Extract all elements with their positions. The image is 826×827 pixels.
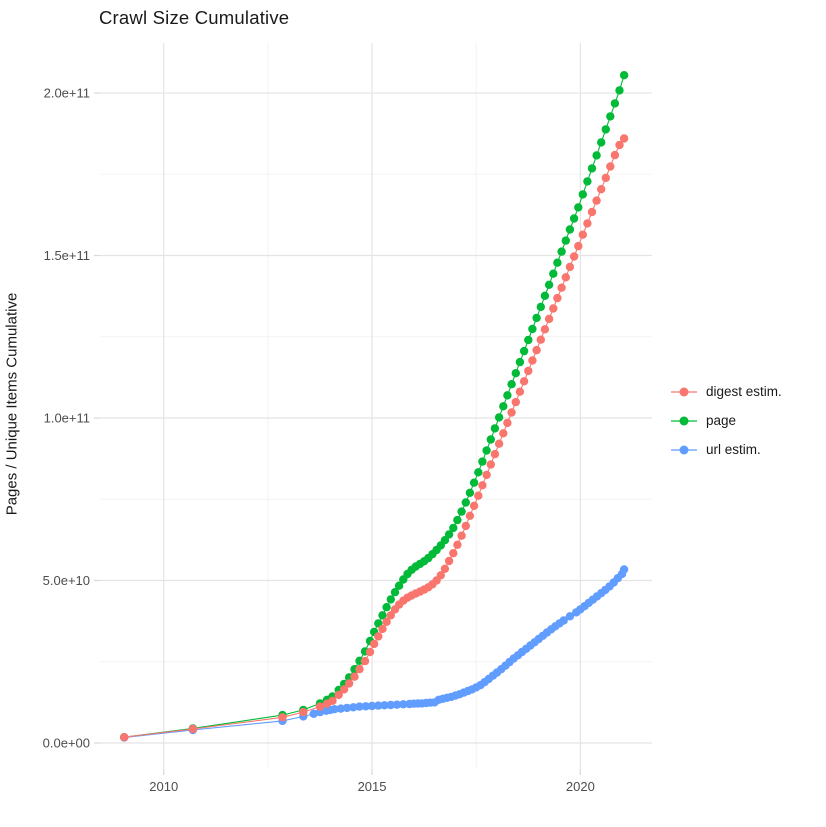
y-tick-label: 2.0e+11 — [44, 86, 90, 101]
x-tick-label: 2015 — [358, 779, 387, 794]
y-tick-label: 1.5e+11 — [44, 248, 90, 263]
legend-key-icon — [671, 387, 697, 396]
legend-item-digest-estim: digest estim. — [670, 377, 782, 406]
y-tick-label: 5.0e+10 — [43, 573, 90, 588]
legend-key-icon — [671, 445, 697, 454]
legend-label: url estim. — [706, 442, 761, 457]
legend-item-page: page — [670, 406, 782, 435]
legend-key-icon — [671, 416, 697, 425]
series-url-estim — [120, 565, 629, 742]
y-tick-label: 1.0e+11 — [44, 411, 90, 426]
chart-title: Crawl Size Cumulative — [99, 7, 290, 28]
series-digest-estim — [120, 134, 629, 742]
x-tick-label: 2010 — [149, 779, 178, 794]
legend-label: digest estim. — [706, 384, 782, 399]
legend-item-url-estim: url estim. — [670, 435, 782, 464]
y-tick-label: 0.0e+00 — [43, 736, 90, 751]
x-tick-label: 2020 — [566, 779, 595, 794]
legend-label: page — [706, 413, 737, 428]
legend: digest estim. page url estim. — [670, 377, 782, 464]
